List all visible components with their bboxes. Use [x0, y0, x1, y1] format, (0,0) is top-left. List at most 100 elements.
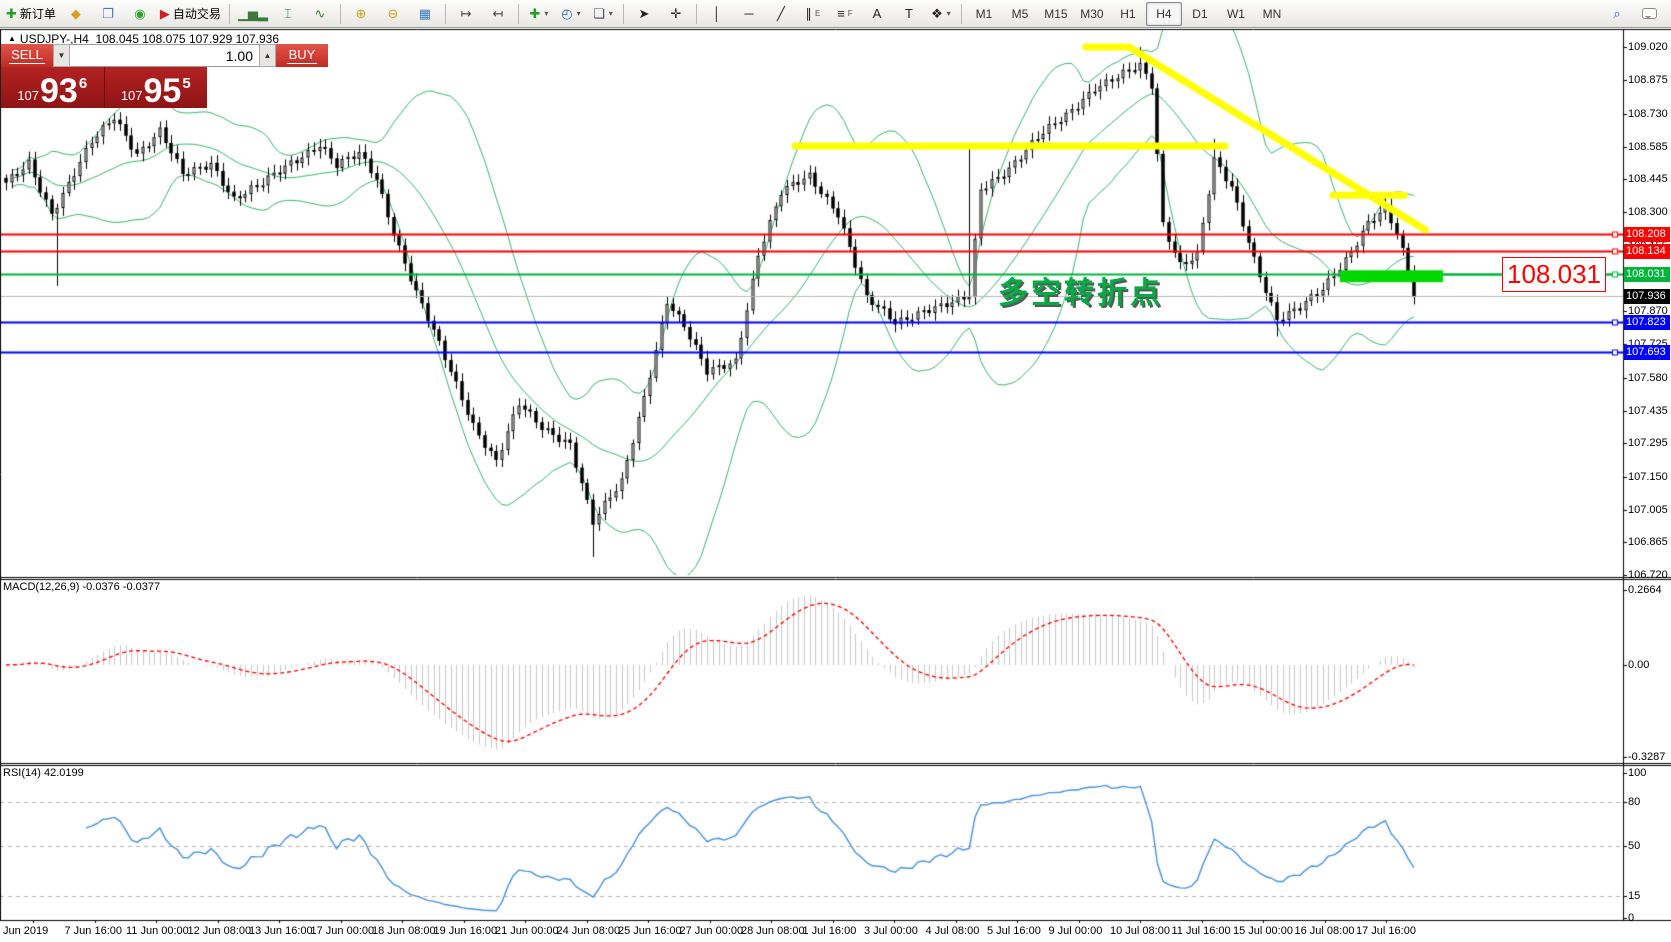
indicators-icon-button-dropdown[interactable]: ▾ — [544, 9, 549, 18]
time-axis-label: 28 Jun 08:00 — [741, 925, 805, 937]
candlestick-icon-button[interactable]: ⌶ — [272, 1, 304, 27]
bar-chart-icon-button[interactable]: ▁▅▂ — [234, 1, 272, 27]
sell-price-prefix: 107 — [17, 88, 40, 103]
time-axis-label: 11 Jul 16:00 — [1171, 925, 1231, 937]
cursor-icon-button[interactable]: ➤ — [628, 1, 660, 27]
signals-icon-glyph: ◉ — [134, 6, 146, 21]
indicators-icon-button[interactable]: ✚ ▾ — [523, 1, 555, 27]
text-icon-button[interactable]: A — [861, 1, 893, 27]
templates-icon-glyph: ❏ — [593, 6, 605, 21]
volume-input[interactable] — [70, 44, 259, 67]
vertical-line-icon-glyph: │ — [712, 6, 721, 21]
chat-icon-button[interactable] — [1633, 1, 1665, 27]
new-order-button-label: 新订单 — [19, 7, 56, 21]
collapse-icon[interactable]: ▲ — [8, 34, 16, 43]
volume-increase-button[interactable]: ▲ — [259, 44, 276, 67]
macd-pane-label: MACD(12,26,9) -0.0376 -0.0377 — [3, 581, 160, 593]
toolbar-separator — [517, 3, 519, 24]
arrows-icon-button[interactable]: ❖ ▾ — [925, 1, 957, 27]
time-axis-label: 17 Jun 00:00 — [310, 925, 375, 937]
price-axis-tick: 107.870 — [1628, 305, 1668, 318]
periods-icon-button-dropdown[interactable]: ▾ — [576, 9, 581, 18]
vertical-line-icon-button[interactable]: │ — [701, 1, 733, 27]
zoom-in-icon-button[interactable]: ⊕ — [345, 1, 377, 27]
chart-window-icon-button[interactable]: ◆ — [60, 1, 92, 27]
text-icon-glyph: A — [872, 6, 882, 21]
rsi-name: RSI(14) — [3, 767, 41, 779]
templates-icon-button-dropdown[interactable]: ▾ — [608, 9, 613, 18]
price-axis-tick: 108.730 — [1628, 107, 1668, 120]
annotation-text: 多空转折点 — [998, 277, 1163, 310]
rsi-pane-label: RSI(14) 42.0199 — [3, 767, 84, 779]
volume-decrease-button[interactable]: ▼ — [53, 44, 70, 67]
buy-price[interactable]: 107 95 5 — [104, 67, 207, 108]
timeframe-button-h1[interactable]: H1 — [1120, 6, 1136, 21]
signals-icon-button[interactable]: ◉ — [124, 1, 156, 27]
tile-windows-icon-glyph: ▦ — [418, 6, 432, 21]
sell-button[interactable]: SELL — [1, 44, 53, 67]
horizontal-line-icon-button[interactable]: ─ — [733, 1, 765, 27]
sell-price[interactable]: 107 93 6 — [1, 67, 105, 108]
chart-autoscroll-icon-button[interactable]: ↦ — [450, 1, 482, 27]
timeframe-button-w1[interactable]: W1 — [1226, 6, 1245, 21]
price-level-badge: 108.134 — [1624, 243, 1670, 259]
timeframe-button-m5[interactable]: M5 — [1011, 6, 1029, 21]
search-icon-button[interactable]: ⌕ — [1601, 1, 1633, 27]
zoom-out-icon-glyph: ⊖ — [387, 6, 399, 21]
new-order-glyph: ✚ — [6, 6, 17, 21]
buy-button[interactable]: BUY — [276, 44, 328, 67]
chart-autoscroll-icon-glyph: ↦ — [460, 6, 472, 21]
zoom-in-icon-glyph: ⊕ — [355, 6, 367, 21]
timeframe-button-d1[interactable]: D1 — [1192, 6, 1208, 21]
time-axis-label: 5 Jul 16:00 — [987, 925, 1041, 937]
macd-axis-tick: -0.3287 — [1628, 751, 1666, 764]
arrows-icon-button-dropdown[interactable]: ▾ — [946, 9, 951, 18]
price-axis-tick: 107.005 — [1628, 503, 1668, 516]
time-axis-label: 3 Jul 00:00 — [864, 925, 918, 937]
market-watch-icon-glyph: ❐ — [102, 6, 114, 21]
channel-icon-button[interactable]: ∥ E — [797, 1, 829, 27]
horizontal-line-icon-glyph: ─ — [744, 6, 754, 21]
price-axis-tick: 106.720 — [1628, 569, 1668, 582]
chart-region: ▲ USDJPY-,H4 108.045 108.075 107.929 107.… — [0, 28, 1671, 942]
line-chart-icon-glyph: ∿ — [314, 6, 326, 21]
tile-windows-icon-button[interactable]: ▦ — [409, 1, 441, 27]
timeframe-button-m30[interactable]: M30 — [1080, 6, 1104, 21]
price-callout-108031[interactable]: 108.031 — [1502, 257, 1606, 292]
zoom-out-icon-button[interactable]: ⊖ — [377, 1, 409, 27]
fibonacci-icon-glyph: ≡ — [837, 6, 845, 21]
channel-icon-button-sub: E — [815, 9, 821, 18]
periods-icon-glyph: ◴ — [561, 6, 573, 21]
price-axis-tick: 108.875 — [1628, 74, 1668, 87]
toolbar-separator — [339, 3, 341, 24]
timeframe-button-mn[interactable]: MN — [1262, 6, 1282, 21]
time-axis-label: Jun 2019 — [3, 925, 49, 937]
time-axis-label: 1 Jul 16:00 — [802, 925, 857, 937]
time-axis-label: 10 Jul 08:00 — [1110, 925, 1170, 937]
chart-shift-icon-button[interactable]: ↤ — [482, 1, 514, 27]
price-level-badge: 108.208 — [1624, 226, 1670, 242]
chart-canvas[interactable] — [0, 28, 1671, 942]
new-order-button[interactable]: ✚ 新订单 — [2, 1, 60, 27]
price-axis-tick: 107.435 — [1628, 405, 1668, 418]
timeframe-button-m1[interactable]: M1 — [975, 6, 993, 21]
line-chart-icon-button[interactable]: ∿ — [304, 1, 336, 27]
label-icon-button[interactable]: T — [893, 1, 925, 27]
indicators-icon-glyph: ✚ — [529, 6, 541, 21]
periods-icon-button[interactable]: ◴ ▾ — [555, 1, 587, 27]
time-axis-label: 12 Jun 08:00 — [187, 925, 252, 937]
symbol-timeframe: USDJPY-,H4 — [19, 32, 89, 46]
rsi-axis-tick: 100 — [1628, 767, 1647, 779]
timeframe-button-m15[interactable]: M15 — [1044, 6, 1068, 21]
templates-icon-button[interactable]: ❏ ▾ — [587, 1, 619, 27]
price-level-badge: 108.031 — [1624, 267, 1670, 283]
market-watch-icon-button[interactable]: ❐ — [92, 1, 124, 27]
fibonacci-icon-button[interactable]: ≡ F — [829, 1, 861, 27]
candlestick-icon-glyph: ⌶ — [284, 6, 292, 21]
timeframe-button-h4[interactable]: H4 — [1145, 1, 1182, 26]
crosshair-icon-button[interactable]: ✛ — [660, 1, 692, 27]
price-axis-tick: 109.020 — [1628, 41, 1668, 53]
trendline-icon-button[interactable]: ╱ — [765, 1, 797, 27]
autotrading-button[interactable]: ▶ 自动交易 — [156, 1, 225, 27]
